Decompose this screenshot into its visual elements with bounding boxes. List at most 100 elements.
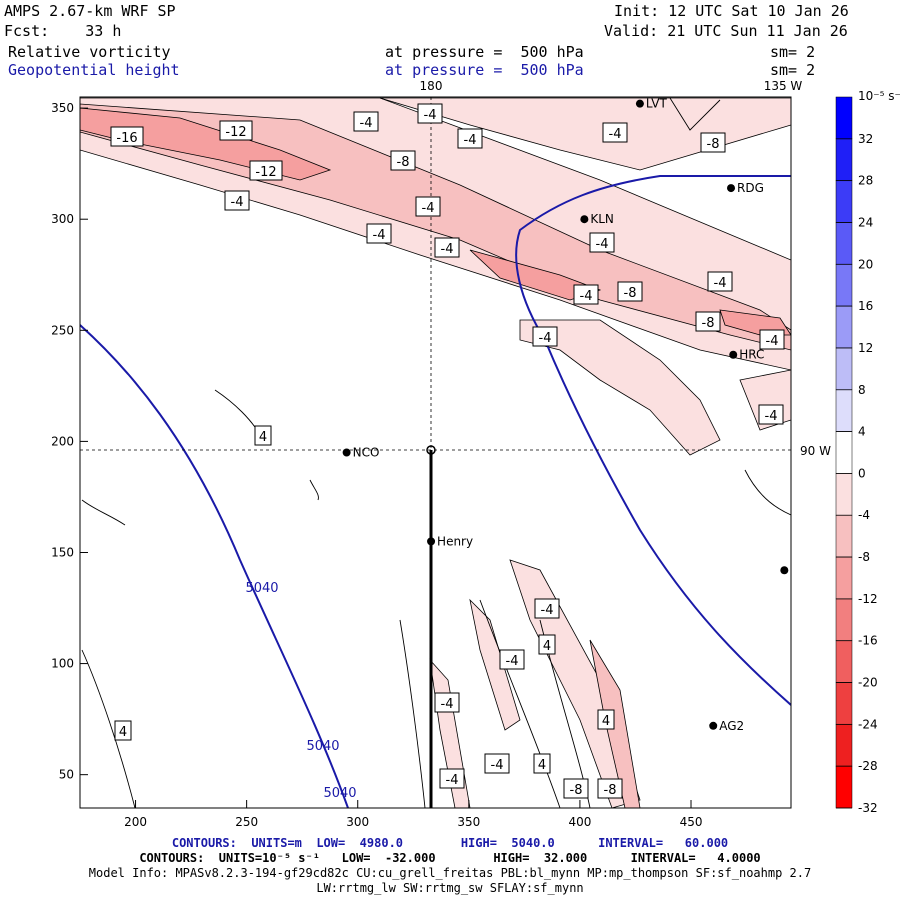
field2-pressure: at pressure = 500 hPa — [385, 61, 584, 79]
vort-label-box — [534, 598, 560, 619]
colorbar-swatch — [835, 347, 853, 391]
footer-physics-info: LW:rrtmg_lw SW:rrtmg_sw SFLAY:sf_mynn — [316, 881, 584, 895]
colorbar-tick-label: -4 — [858, 508, 870, 522]
station-label: NCO — [353, 446, 380, 460]
vort-label-box — [707, 271, 733, 292]
init-time: Init: 12 UTC Sat 10 Jan 26 — [614, 2, 849, 20]
vort-label-text: -12 — [255, 165, 276, 180]
geopotential-label: 5040 — [323, 786, 356, 801]
y-tick-label: 200 — [51, 434, 74, 448]
station-dot — [709, 721, 718, 730]
colorbar-tick-label: -24 — [858, 717, 878, 731]
footer-geopotential-info: CONTOURS: UNITS=m LOW= 4980.0 HIGH= 5040… — [171, 836, 729, 850]
colorbar-swatch — [835, 473, 853, 516]
geopotential-contours — [80, 175, 791, 808]
vort-label-text: -4 — [360, 116, 373, 131]
vort-label-text: -4 — [580, 289, 593, 304]
colorbar-swatch — [835, 264, 853, 307]
vort-label-box — [700, 132, 726, 153]
vort-label-text: -4 — [596, 237, 609, 252]
x-tick-label: 400 — [568, 815, 591, 829]
vort-label-text: -4 — [373, 228, 386, 243]
station-dot — [780, 566, 789, 575]
vort-label-text: -4 — [714, 276, 727, 291]
lon-label-180: 180 — [420, 79, 443, 93]
y-tick-label: 350 — [51, 101, 74, 115]
vort-label-box — [484, 753, 510, 774]
vort-label-text: 4 — [602, 714, 610, 729]
vort-label-text: -4 — [765, 409, 778, 424]
vort-band-top — [379, 97, 791, 171]
vort-label-box — [597, 709, 615, 730]
vort-label-box — [224, 190, 250, 211]
contour-line — [81, 499, 126, 526]
station-dot — [342, 448, 351, 457]
vort-label-text: -4 — [424, 108, 437, 123]
colorbar-swatch — [835, 389, 853, 432]
vort-label-box — [439, 768, 465, 789]
colorbar-swatch — [835, 598, 853, 641]
vort-label-box — [533, 753, 551, 774]
vort-label-box — [434, 237, 460, 258]
vort-label-box — [563, 778, 589, 799]
vorticity-labels: -16 -12 -12 -4 -4 -4 -4 -8 -8 -4 -4 -4 -4 -4 -8 -4 -4 -8 -… — [110, 103, 785, 799]
x-tick-label: 300 — [346, 815, 369, 829]
vort-label-box — [602, 122, 628, 143]
y-tick-label: 150 — [51, 545, 74, 559]
colorbar-tick-label: -28 — [858, 759, 878, 773]
colorbar-tick-label: -16 — [858, 634, 878, 648]
lon-label-135w: 135 W — [764, 79, 803, 93]
vort-patch-right — [519, 319, 721, 456]
geopotential-label: 5040 — [245, 581, 278, 596]
vort-label-box — [114, 720, 132, 741]
colorbar-swatch — [835, 138, 853, 181]
colorbar-tick-label: 20 — [858, 257, 873, 271]
colorbar-swatch — [835, 556, 853, 600]
colorbar: 32 28 24 20 16 12 8 4 0 -4 -8 -12 -16 -20 -24 -28 -32 — [835, 96, 878, 815]
contour-line — [479, 599, 561, 808]
vort-label-box — [758, 404, 784, 425]
vort-label-box — [434, 692, 460, 713]
colorbar-tick-label: -20 — [858, 676, 878, 690]
colorbar-tick-label: 12 — [858, 341, 873, 355]
x-tick-label: 200 — [124, 815, 147, 829]
station-label: AG2 — [719, 719, 744, 733]
geopotential-label: 5040 — [306, 739, 339, 754]
vort-label-box — [695, 311, 721, 332]
colorbar-tick-label: 4 — [858, 425, 866, 439]
axis-ticks: 200 250 300 350 400 450 350 300 250 200 150 100 50 — [51, 101, 702, 829]
vort-label-text: -12 — [225, 125, 246, 140]
y-tick-label: 300 — [51, 212, 74, 226]
vort-label-text: 4 — [259, 430, 267, 445]
geopotential-5040-east — [515, 175, 791, 706]
colorbar-tick-label: -12 — [858, 592, 878, 606]
station-dot — [729, 350, 738, 359]
vort-label-text: -8 — [604, 783, 617, 798]
footer-vorticity-info: CONTOURS: UNITS=10⁻⁵ s⁻¹ LOW= -32.000 HI… — [139, 851, 761, 865]
model-title: AMPS 2.67-km WRF SP — [4, 2, 176, 20]
colorbar-swatch — [835, 724, 853, 767]
vort-label-box — [532, 326, 558, 347]
vort-label-text: -4 — [422, 201, 435, 216]
station-markers: LVT RDG KLN HRC NCO Henry AG2 — [342, 97, 789, 733]
vort-label-text: -4 — [539, 331, 552, 346]
colorbar-swatch — [835, 640, 853, 683]
plot-frame — [79, 96, 792, 809]
colorbar-swatch — [835, 222, 853, 265]
footer-model-info: Model Info: MPASv8.2.3-194-gf29cd82c CU:… — [88, 866, 812, 880]
vort-label-box — [597, 778, 623, 799]
colorbar-swatch — [835, 305, 853, 349]
colorbar-swatch — [835, 765, 853, 809]
vort-label-box — [219, 120, 253, 141]
vort-label-text: -8 — [397, 155, 410, 170]
station-dot — [635, 99, 644, 108]
vort-label-text: -4 — [231, 195, 244, 210]
vort-label-box — [366, 223, 392, 244]
y-tick-label: 50 — [59, 768, 74, 782]
x-tick-label: 450 — [680, 815, 703, 829]
south-pole-marker — [426, 445, 436, 455]
contour-line — [669, 97, 721, 131]
colorbar-tick-label: -8 — [858, 550, 870, 564]
vort-label-text: -8 — [707, 137, 720, 152]
colorbar-swatch — [835, 682, 853, 725]
